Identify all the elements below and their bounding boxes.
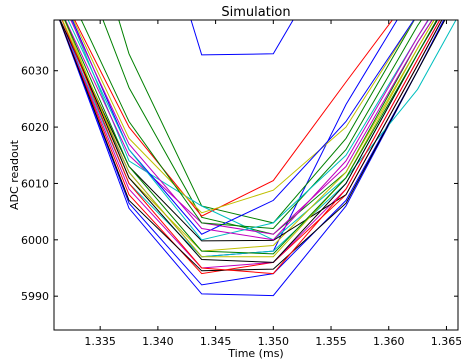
x-axis: 1.335 1.340 1.345 1.350 1.355 1.360 1.365 — [84, 20, 461, 348]
series-line-13 — [64, 20, 433, 235]
series-line-19 — [80, 20, 423, 230]
x-tick-label: 1.360 — [373, 335, 405, 348]
y-tick-label: 5990 — [21, 290, 49, 303]
x-tick-label: 1.355 — [315, 335, 347, 348]
series-line-11 — [72, 20, 415, 214]
series-line-16 — [59, 20, 446, 272]
plot-lines — [59, 20, 457, 297]
plot-frame — [53, 19, 459, 331]
series-line-1 — [190, 20, 294, 56]
y-tick-label: 6010 — [21, 177, 49, 190]
y-axis-label: ADC readout — [8, 139, 21, 210]
x-tick-label: 1.350 — [258, 335, 290, 348]
x-tick-label: 1.340 — [142, 335, 174, 348]
x-tick-label: 1.365 — [431, 335, 461, 348]
y-tick-label: 6020 — [21, 121, 49, 134]
y-axis: 5990 6000 6010 6020 6030 — [21, 65, 458, 303]
series-line-22 — [70, 20, 429, 241]
chart-title: Simulation — [221, 5, 290, 20]
y-tick-label: 6000 — [21, 234, 49, 247]
series-line-20 — [61, 20, 441, 275]
x-tick-label: 1.335 — [84, 335, 116, 348]
x-tick-label: 1.345 — [200, 335, 232, 348]
series-line-23 — [61, 20, 435, 258]
series-line-7 — [74, 20, 393, 217]
x-axis-label: Time (ms) — [227, 347, 283, 360]
series-line-24 — [64, 20, 438, 255]
y-tick-label: 6030 — [21, 65, 49, 78]
